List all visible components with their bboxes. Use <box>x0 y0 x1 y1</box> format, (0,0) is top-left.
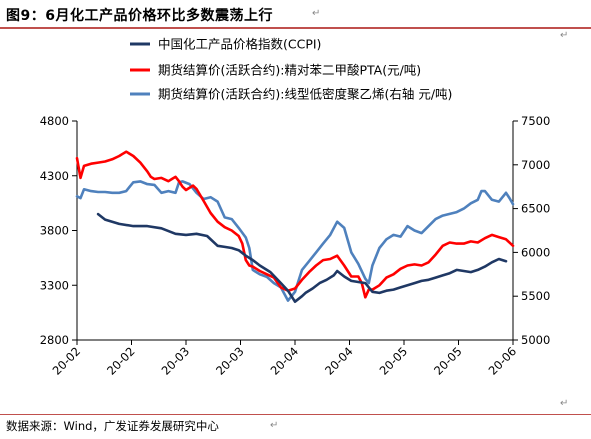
right-y-tick-label: 5500 <box>521 289 550 303</box>
chart-area: 中国化工产品价格指数(CCPI) 期货结算价(活跃合约):精对苯二甲酸PTA(元/… <box>40 30 569 378</box>
chart-paragraph-mark: ↵ <box>560 398 569 409</box>
right-y-tick-label: 7000 <box>521 158 550 172</box>
left-y-tick-label: 3300 <box>40 278 69 292</box>
title-rule <box>0 27 591 29</box>
x-tick-label: 20-05 <box>431 344 465 378</box>
left-y-tick-label: 4800 <box>40 114 69 128</box>
legend-label-1: 中国化工产品价格指数(CCPI) <box>158 37 321 52</box>
series-line-2 <box>75 150 515 299</box>
series-line-1 <box>96 212 508 304</box>
x-tick-label: 20-05 <box>377 344 411 378</box>
legend: 中国化工产品价格指数(CCPI) 期货结算价(活跃合约):精对苯二甲酸PTA(元/… <box>130 30 568 102</box>
title-paragraph-mark: ↵ <box>312 8 321 19</box>
series-line-3 <box>75 180 515 302</box>
left-y-tick-label: 2800 <box>40 333 69 347</box>
left-y-tick-label: 3800 <box>40 224 69 238</box>
axes: 2800 3300 3800 4300 4800 5000 5500 6000 6500 7000… <box>40 114 551 378</box>
series-group <box>75 150 515 304</box>
x-tick-label: 20-03 <box>159 344 193 378</box>
figure-title: 图9：6月化工产品价格环比多数震荡上行 <box>6 8 273 24</box>
source-rule <box>0 414 591 415</box>
right-y-tick-label: 6500 <box>521 202 550 216</box>
legend-label-3: 期货结算价(活跃合约):线型低密度聚乙烯(右轴 元/吨) <box>158 87 452 102</box>
x-tick-label: 20-06 <box>486 344 520 378</box>
x-tick-label: 20-02 <box>50 344 84 378</box>
left-y-tick-label: 4300 <box>40 169 69 183</box>
right-y-tick-label: 6000 <box>521 245 550 259</box>
right-y-tick-label: 7500 <box>521 114 550 128</box>
legend-paragraph-mark: ↵ <box>560 30 568 41</box>
source-paragraph-mark: ↵ <box>270 420 279 431</box>
legend-label-2: 期货结算价(活跃合约):精对苯二甲酸PTA(元/吨) <box>158 63 421 78</box>
x-tick-label: 20-02 <box>104 344 138 378</box>
right-y-tick-label: 5000 <box>521 333 550 347</box>
x-tick-label: 20-03 <box>213 344 247 378</box>
figure-header: 图9：6月化工产品价格环比多数震荡上行 ↵ <box>0 0 591 29</box>
x-tick-label: 20-04 <box>268 344 302 378</box>
x-tick-label: 20-04 <box>322 344 356 378</box>
source-note: 数据来源：Wind，广发证券发展研究中心 <box>6 419 219 433</box>
